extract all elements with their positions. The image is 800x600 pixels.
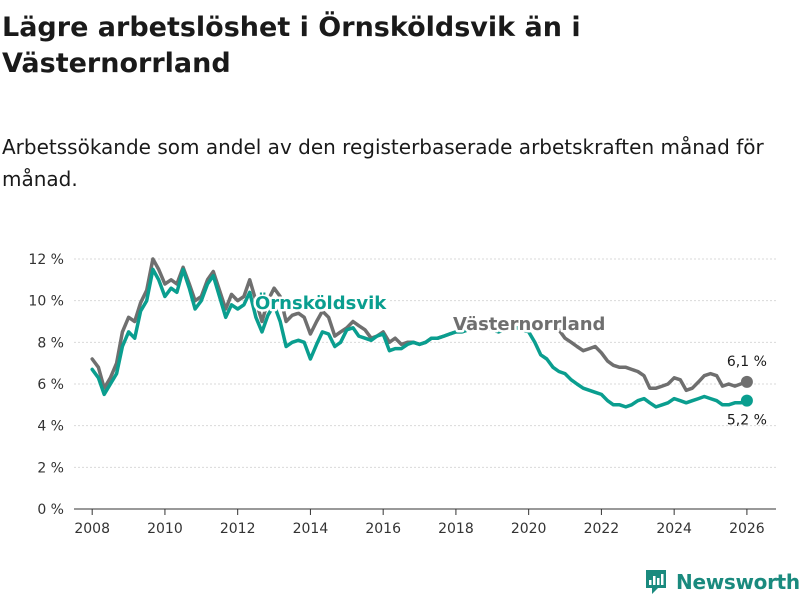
x-tick-label: 2020 <box>511 521 547 537</box>
y-tick-label: 6 % <box>37 377 64 393</box>
newsworthy-logo[interactable]: Newsworthy <box>644 566 800 598</box>
series-label-vasternorrland: Västernorrland <box>453 314 605 335</box>
end-value-label-vasternorrland: 6,1 % <box>727 354 767 370</box>
x-tick-label: 2026 <box>729 521 765 537</box>
x-tick-label: 2014 <box>293 521 329 537</box>
series-labels: Västernorrland Örnsköldsvik 6,1 % 5,2 % <box>253 290 767 429</box>
end-value-label-ornskoldsvik: 5,2 % <box>727 413 767 429</box>
y-tick-label: 10 % <box>28 294 64 310</box>
y-tick-label: 8 % <box>37 335 64 351</box>
series-label-ornskoldsvik: Örnsköldsvik <box>255 292 387 314</box>
x-tick-label: 2010 <box>147 521 183 537</box>
series-line-ornskoldsvik <box>90 267 749 409</box>
y-tick-label: 2 % <box>37 460 64 476</box>
grid-lines <box>74 258 776 468</box>
y-tick-label: 4 % <box>37 419 64 435</box>
axes: 0 % 2 % 4 % 6 % 8 % 10 % 12 % 2008 2010 2012 2014 2… <box>28 252 776 537</box>
x-tick-label: 2008 <box>74 521 110 537</box>
series-end-point-vasternorrland <box>740 375 753 388</box>
y-tick-label: 12 % <box>28 252 64 268</box>
y-tick-label: 0 % <box>37 502 64 518</box>
x-tick-label: 2012 <box>220 521 256 537</box>
series-line-vasternorrland <box>90 257 749 393</box>
chart-title: Lägre arbetslöshet i Örnsköldsvik än i V… <box>2 12 581 79</box>
x-tick-label: 2016 <box>365 521 401 537</box>
series-lines <box>90 257 753 409</box>
series-end-point-ornskoldsvik <box>740 394 753 407</box>
logo-text: Newsworthy <box>676 570 800 594</box>
x-tick-label: 2022 <box>584 521 620 537</box>
bar-chart-logo-icon <box>646 570 666 594</box>
chart-subtitle: Arbetssökande som andel av den registerb… <box>2 135 764 191</box>
x-tick-label: 2018 <box>438 521 474 537</box>
x-tick-label: 2024 <box>656 521 692 537</box>
